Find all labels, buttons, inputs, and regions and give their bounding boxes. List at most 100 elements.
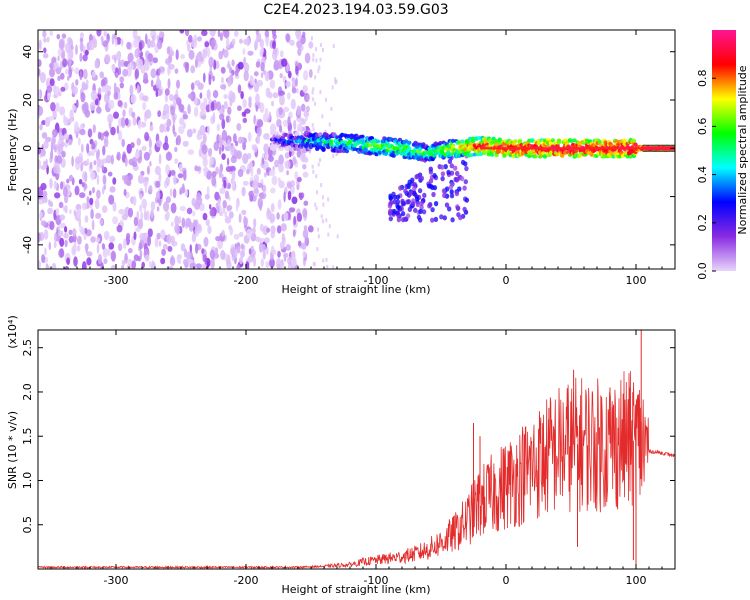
- spectrogram-y-axis-label: Frequency (Hz): [6, 109, 19, 192]
- noise-cell: [315, 174, 318, 179]
- noise-cell: [180, 53, 185, 60]
- noise-cell: [256, 126, 262, 137]
- noise-cell: [170, 169, 176, 176]
- noise-cell: [168, 63, 175, 70]
- noise-cell: [188, 222, 194, 232]
- noise-cell: [108, 242, 115, 250]
- noise-cell: [231, 69, 235, 76]
- noise-cell: [150, 201, 156, 211]
- tail-cell: [418, 208, 423, 214]
- noise-cell: [237, 105, 242, 111]
- noise-cell: [201, 248, 205, 255]
- signal-cell: [391, 153, 396, 158]
- noise-cell: [174, 146, 178, 153]
- noise-cell: [327, 232, 330, 237]
- noise-cell: [64, 226, 68, 233]
- noise-cell: [148, 138, 152, 149]
- noise-cell: [120, 59, 125, 68]
- x-tick-label: -100: [364, 574, 389, 587]
- noise-cell: [38, 39, 42, 51]
- noise-cell: [90, 171, 96, 181]
- signal-cell: [338, 149, 343, 153]
- noise-cell: [63, 114, 66, 123]
- noise-cell: [252, 227, 256, 235]
- signal-cell: [602, 154, 607, 159]
- noise-cell: [78, 217, 82, 228]
- noise-cell: [53, 241, 57, 249]
- noise-cell: [75, 44, 78, 55]
- spectrogram-x-axis: -300 -200 -100 0 100: [50, 30, 676, 287]
- noise-cell: [152, 57, 158, 64]
- tail-cell: [419, 204, 424, 210]
- noise-cell: [312, 97, 315, 102]
- noise-cell: [40, 165, 47, 170]
- noise-cell: [250, 166, 254, 177]
- tail-cell: [430, 207, 435, 213]
- x-tick-label: -200: [234, 574, 259, 587]
- x-tick-label: 100: [626, 574, 647, 587]
- noise-cell: [153, 31, 157, 39]
- noise-cell: [158, 153, 162, 165]
- noise-cell: [61, 33, 67, 39]
- noise-cell: [110, 264, 117, 269]
- colorbar-ticks: 0.0 0.2 0.4 0.6 0.8: [696, 69, 716, 280]
- noise-cell: [54, 61, 59, 69]
- noise-cell: [149, 125, 154, 132]
- noise-cell: [97, 131, 102, 140]
- noise-cell: [322, 258, 325, 263]
- tail-cell: [454, 191, 460, 197]
- signal-cell: [329, 139, 334, 144]
- noise-cell: [303, 70, 309, 81]
- tail-cell: [463, 161, 468, 167]
- tail-cell: [396, 217, 402, 223]
- noise-cell: [215, 236, 221, 242]
- noise-cell: [218, 50, 224, 60]
- noise-cell: [179, 104, 185, 113]
- tail-cell: [442, 215, 447, 221]
- noise-cell: [322, 202, 325, 207]
- noise-cell: [150, 79, 154, 88]
- noise-cell: [107, 171, 113, 177]
- noise-cell: [204, 257, 208, 265]
- noise-cell: [127, 247, 133, 254]
- noise-cell: [147, 228, 153, 238]
- noise-cell: [69, 209, 72, 215]
- noise-cell: [79, 225, 84, 233]
- noise-cell: [335, 79, 338, 84]
- noise-cell: [49, 201, 54, 208]
- noise-cell: [332, 44, 335, 48]
- noise-cell: [59, 248, 64, 257]
- noise-cell: [82, 54, 88, 62]
- noise-cell: [145, 33, 148, 45]
- noise-cell: [231, 59, 235, 67]
- signal-cell: [407, 146, 412, 151]
- noise-cell: [66, 178, 70, 184]
- noise-cell: [241, 136, 245, 144]
- noise-cell: [283, 191, 286, 203]
- noise-cell: [53, 165, 60, 174]
- noise-cell: [40, 220, 47, 227]
- noise-cell: [67, 75, 70, 81]
- tail-cell: [442, 192, 447, 199]
- signal-cell: [460, 139, 465, 144]
- noise-cell: [92, 70, 96, 78]
- tail-cell: [415, 196, 420, 202]
- noise-cell: [174, 215, 180, 226]
- noise-cell: [68, 229, 73, 235]
- noise-cell: [50, 102, 56, 112]
- noise-cell: [130, 94, 137, 104]
- tail-cell: [450, 217, 455, 223]
- noise-cell: [195, 195, 203, 206]
- noise-cell: [317, 227, 320, 232]
- noise-cell: [90, 236, 96, 243]
- noise-cell: [79, 41, 84, 52]
- noise-cell: [119, 76, 125, 83]
- noise-cell: [227, 139, 231, 151]
- noise-cell: [121, 138, 125, 148]
- noise-cell: [277, 250, 281, 258]
- noise-cell: [183, 258, 190, 266]
- noise-cell: [165, 196, 171, 204]
- noise-cell: [256, 167, 261, 175]
- noise-cell: [206, 170, 212, 180]
- noise-cell: [143, 151, 150, 161]
